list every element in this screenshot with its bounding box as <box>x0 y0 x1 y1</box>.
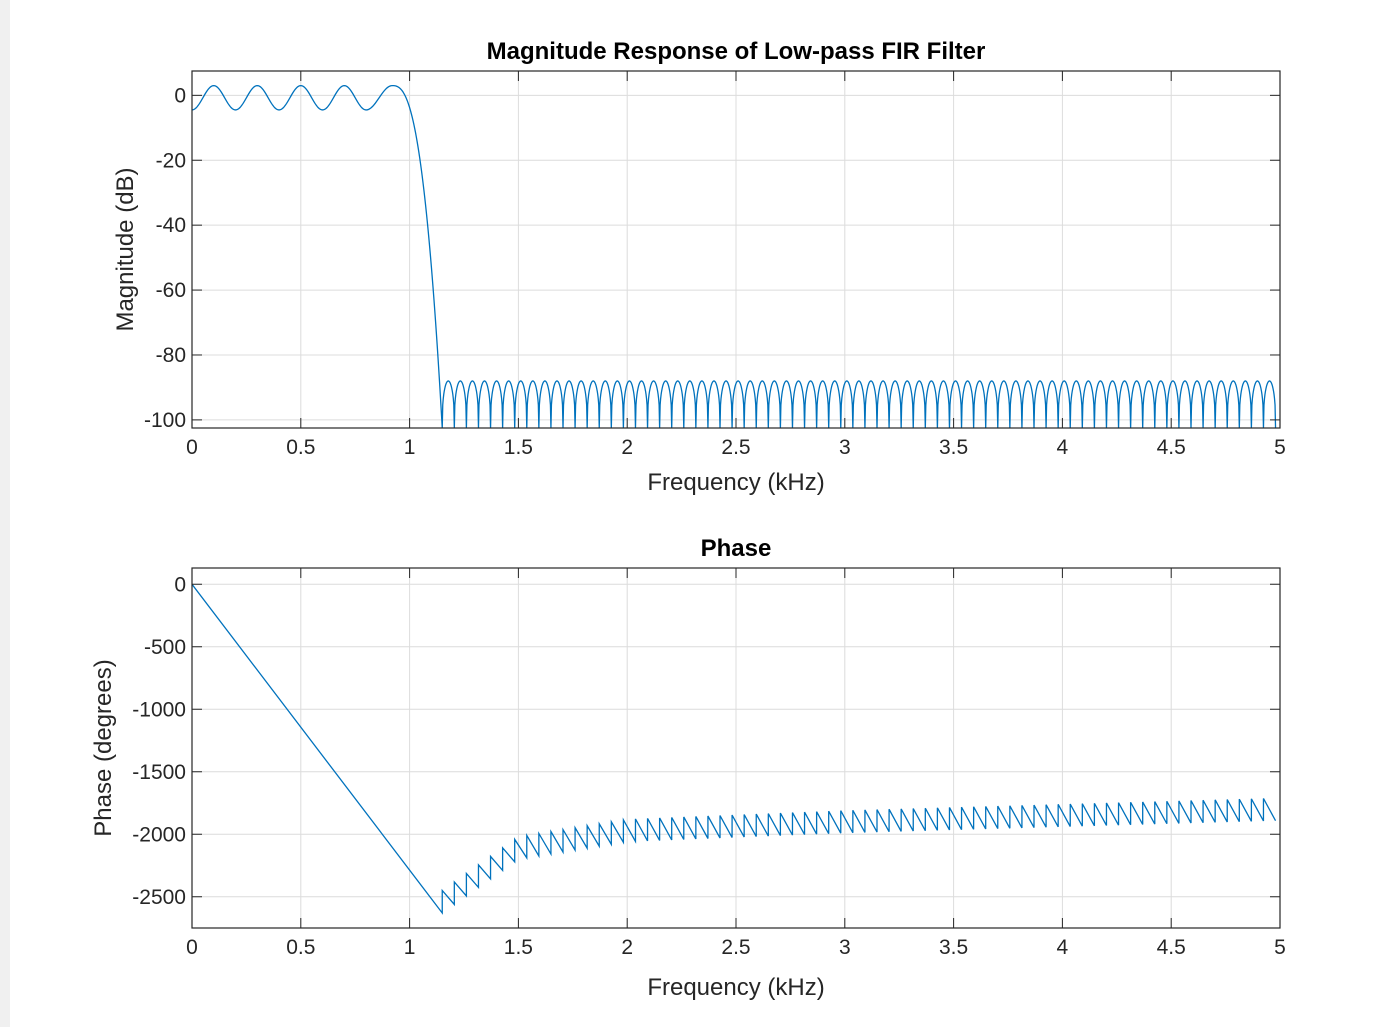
phase-ticks: 0 0.5 1 1.5 2 2.5 3 3.5 4 4.5 5 0 -500 -1000 -1500 -200… <box>132 568 1286 959</box>
y-tick-label: -40 <box>156 214 186 237</box>
figure-window: 0 0.5 1 1.5 2 2.5 3 3.5 4 4.5 5 0 -20 -40 -60 -80 -100 M… <box>10 0 1379 1027</box>
x-tick-label: 1.5 <box>504 936 533 959</box>
magnitude-xlabel: Frequency (kHz) <box>647 469 824 496</box>
x-tick-label: 2 <box>621 936 633 959</box>
phase-grid <box>192 568 1280 928</box>
magnitude-ticks: 0 0.5 1 1.5 2 2.5 3 3.5 4 4.5 5 0 -20 -40 -60 -80 -100 <box>144 71 1286 459</box>
x-tick-label: 2.5 <box>721 436 750 459</box>
x-tick-label: 3.5 <box>939 436 968 459</box>
phase-xlabel: Frequency (kHz) <box>647 974 824 1001</box>
y-tick-label: 0 <box>174 84 186 107</box>
magnitude-line <box>192 84 1277 428</box>
y-tick-label: 0 <box>174 573 186 596</box>
x-tick-label: 1.5 <box>504 436 533 459</box>
x-tick-label: 0.5 <box>286 436 315 459</box>
y-tick-label: -2000 <box>132 823 186 846</box>
x-tick-label: 3 <box>839 436 851 459</box>
x-tick-label: 5 <box>1274 436 1286 459</box>
x-tick-label: 2.5 <box>721 936 750 959</box>
x-tick-label: 0 <box>186 436 198 459</box>
y-tick-label: -1000 <box>132 698 186 721</box>
x-tick-label: 3.5 <box>939 936 968 959</box>
phase-ylabel: Phase (degrees) <box>90 659 117 836</box>
x-tick-label: 2 <box>621 436 633 459</box>
y-tick-label: -80 <box>156 344 186 367</box>
x-tick-label: 5 <box>1274 936 1286 959</box>
x-tick-label: 1 <box>404 436 416 459</box>
magnitude-series <box>192 84 1277 428</box>
magnitude-title: Magnitude Response of Low-pass FIR Filte… <box>487 38 986 65</box>
magnitude-axes[interactable]: 0 0.5 1 1.5 2 2.5 3 3.5 4 4.5 5 0 -20 -40 -60 -80 -100 M… <box>112 38 1286 496</box>
x-tick-label: 4.5 <box>1157 436 1186 459</box>
phase-line <box>192 583 1277 915</box>
x-tick-label: 4 <box>1057 936 1069 959</box>
x-tick-label: 3 <box>839 936 851 959</box>
phase-series <box>192 583 1277 915</box>
magnitude-ylabel: Magnitude (dB) <box>112 167 139 331</box>
phase-title: Phase <box>701 535 772 562</box>
y-tick-label: -500 <box>144 636 186 659</box>
y-tick-label: -60 <box>156 279 186 302</box>
x-tick-label: 4.5 <box>1157 936 1186 959</box>
y-tick-label: -100 <box>144 409 186 432</box>
x-tick-label: 0 <box>186 936 198 959</box>
x-tick-label: 1 <box>404 936 416 959</box>
y-tick-label: -1500 <box>132 761 186 784</box>
x-tick-label: 0.5 <box>286 936 315 959</box>
y-tick-label: -20 <box>156 149 186 172</box>
x-tick-label: 4 <box>1057 436 1069 459</box>
figure-canvas: 0 0.5 1 1.5 2 2.5 3 3.5 4 4.5 5 0 -20 -40 -60 -80 -100 M… <box>90 38 1286 1001</box>
y-tick-label: -2500 <box>132 886 186 909</box>
phase-axes[interactable]: 0 0.5 1 1.5 2 2.5 3 3.5 4 4.5 5 0 -500 -1000 -1500 -200… <box>90 535 1286 1001</box>
